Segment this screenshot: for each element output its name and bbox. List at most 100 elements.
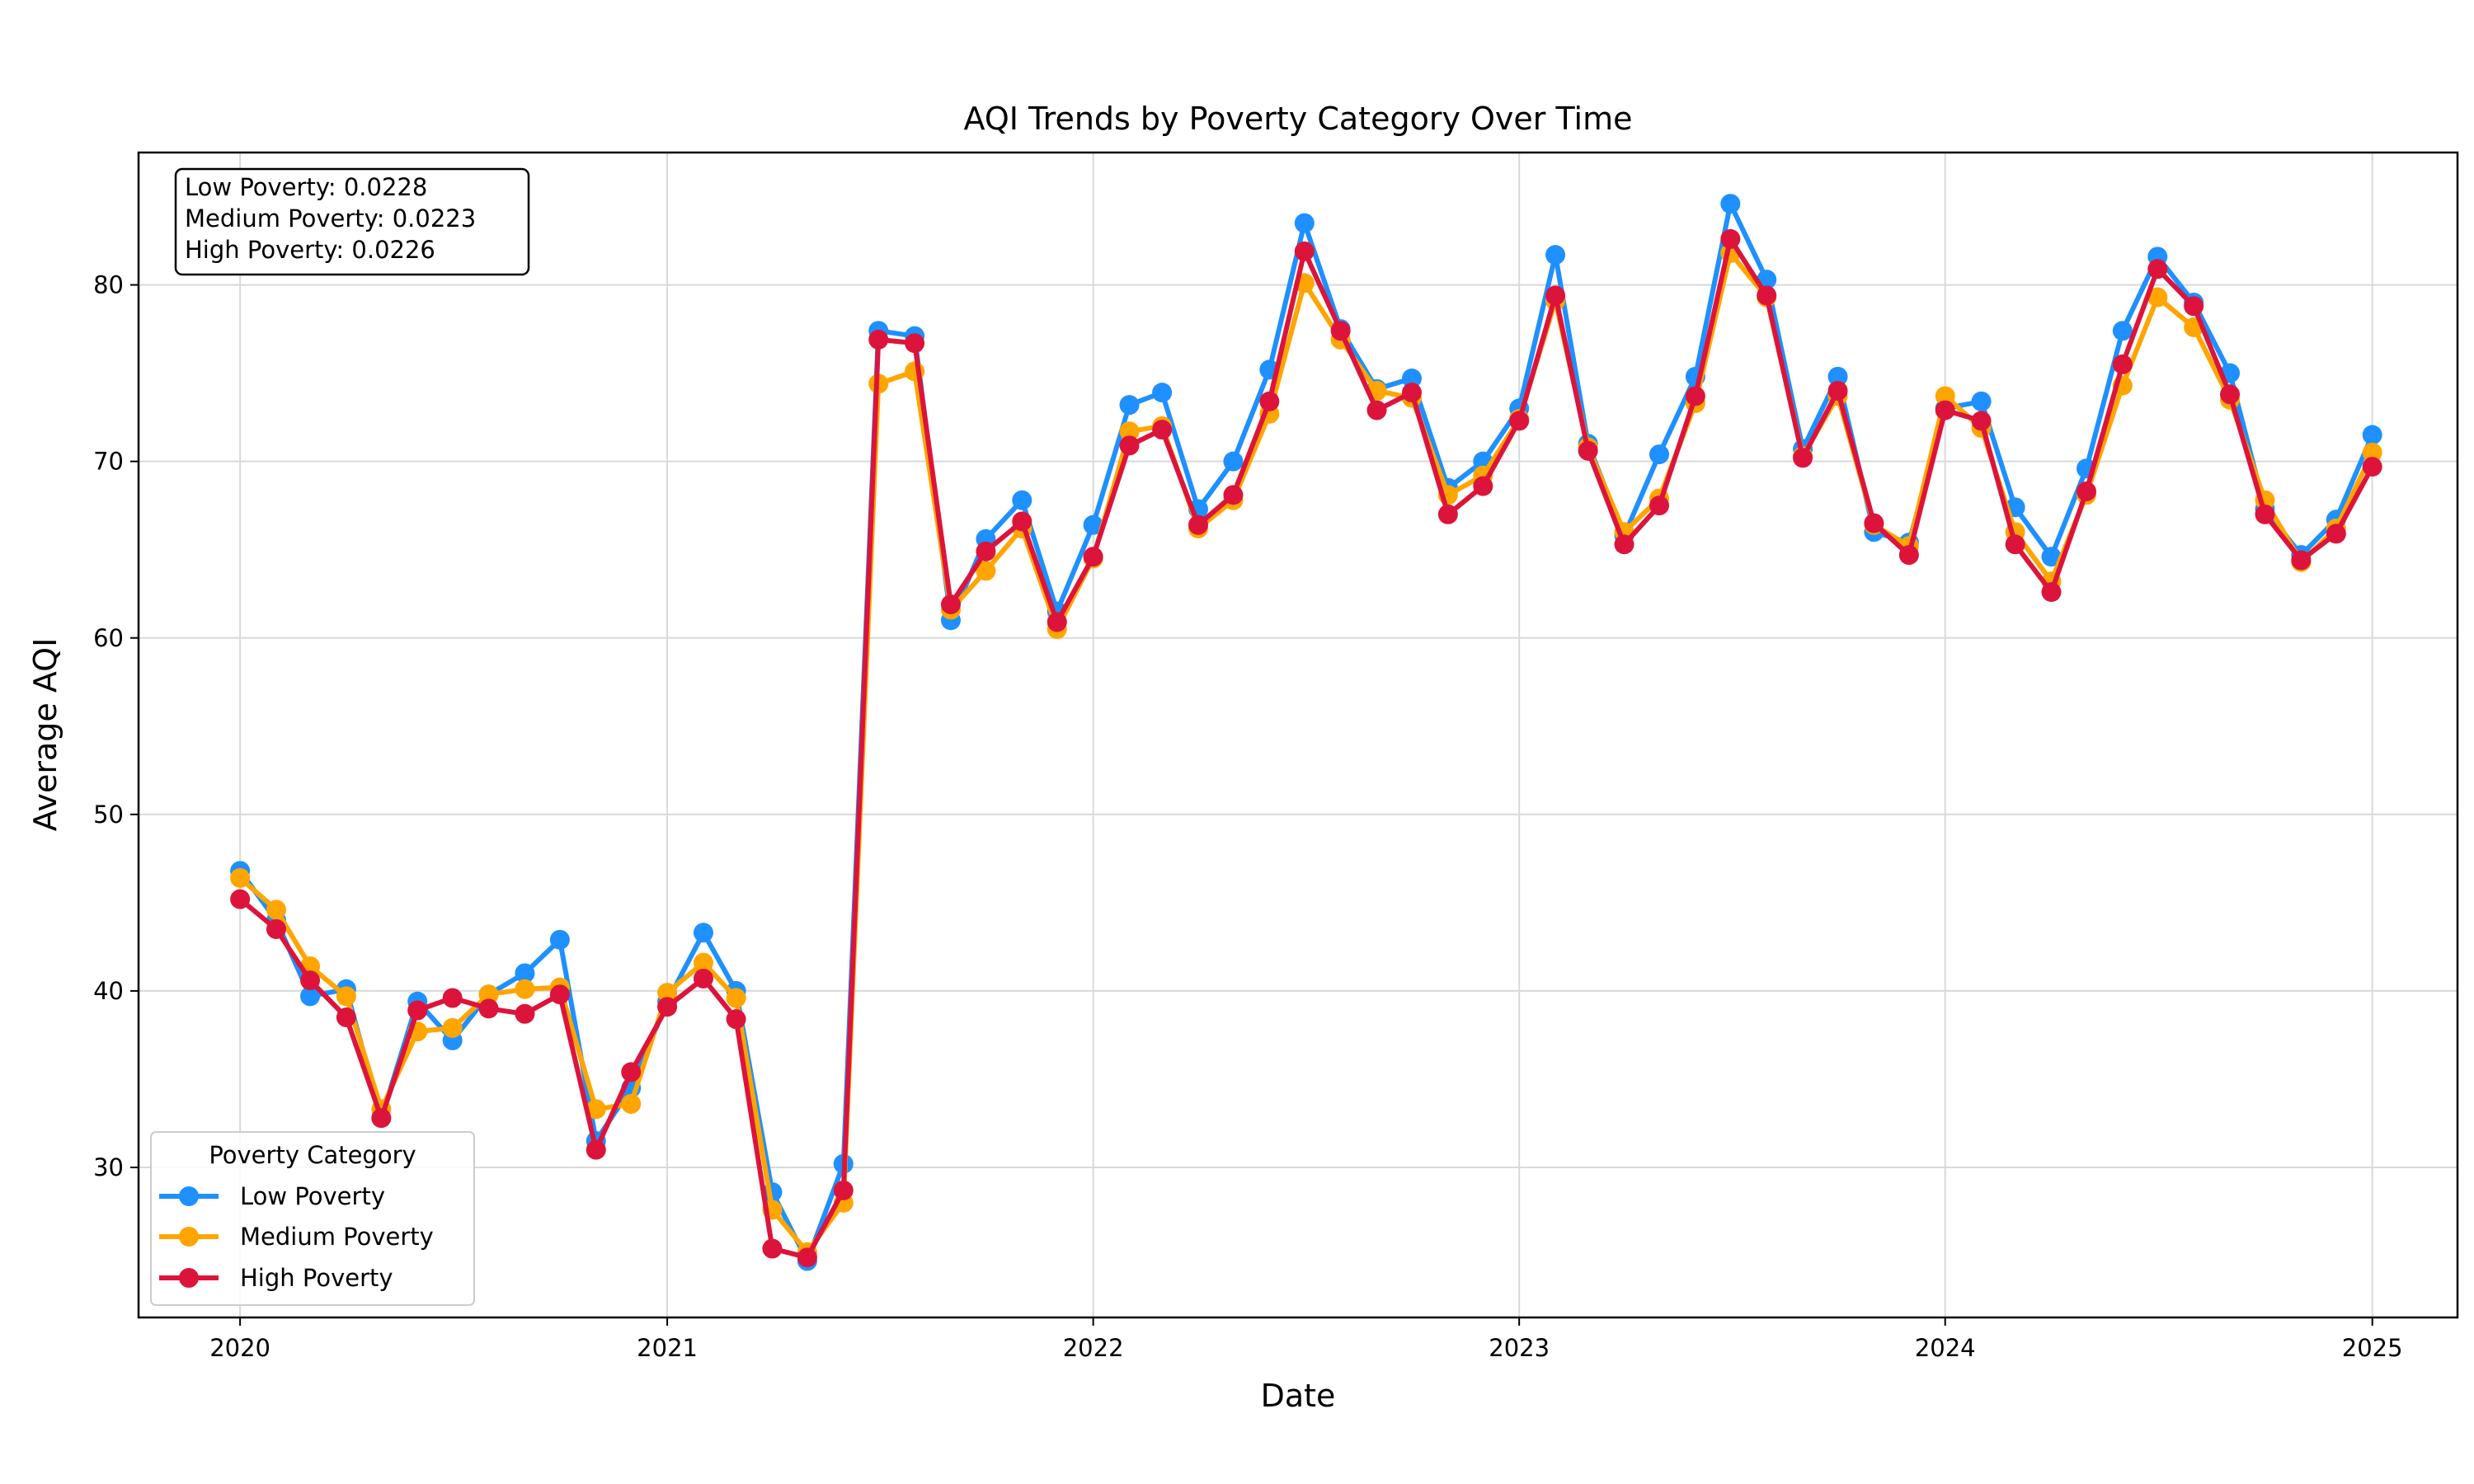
legend: Poverty Category Low Poverty Medium Pove… [150,1131,475,1306]
data-point-medium-poverty [726,988,746,1008]
data-point-high-poverty [1047,612,1067,632]
y-tick-label: 50 [93,801,124,829]
data-point-high-poverty [1188,514,1209,535]
data-point-high-poverty [940,594,961,615]
data-point-low-poverty [515,963,535,984]
data-point-high-poverty [1473,476,1493,496]
data-point-high-poverty [2147,259,2168,279]
data-point-high-poverty [336,1007,356,1028]
data-point-high-poverty [2326,524,2346,544]
data-point-medium-poverty [2362,442,2382,463]
data-point-high-poverty [1259,391,1280,411]
data-point-high-poverty [833,1180,854,1200]
data-point-high-poverty [2255,504,2275,524]
data-point-high-poverty [726,1009,746,1030]
data-point-high-poverty [2112,354,2133,374]
data-point-high-poverty [1827,381,1848,402]
data-point-high-poverty [1294,241,1315,261]
x-tick-label: 2024 [1915,1334,1976,1362]
data-point-low-poverty [693,923,713,943]
data-point-high-poverty [1223,485,1244,505]
legend-item-high: High Poverty [159,1264,393,1292]
data-point-low-poverty [1223,451,1244,472]
data-point-medium-poverty [230,867,251,888]
data-point-high-poverty [762,1238,783,1259]
data-point-high-poverty [515,1003,535,1024]
data-point-high-poverty [1614,534,1634,555]
data-point-medium-poverty [621,1093,642,1114]
data-point-high-poverty [905,333,925,354]
data-point-high-poverty [478,998,499,1019]
data-point-high-poverty [2220,384,2241,405]
x-tick-label: 2025 [2342,1334,2403,1362]
data-point-low-poverty [300,986,321,1007]
data-point-low-poverty [1401,369,1422,389]
data-point-medium-poverty [586,1099,606,1120]
y-axis-label: Average AQI [27,638,63,832]
stats-line-high: High Poverty: 0.0226 [185,236,435,264]
data-point-high-poverty [2362,457,2382,477]
data-point-high-poverty [2291,550,2312,571]
data-point-high-poverty [657,997,678,1017]
legend-marker-medium [179,1227,199,1247]
data-point-medium-poverty [478,984,499,1005]
legend-marker-low [179,1186,199,1206]
y-tick-label: 60 [93,624,124,652]
data-point-high-poverty [230,889,251,909]
data-point-high-poverty [1152,420,1173,440]
data-point-high-poverty [2076,481,2096,502]
stats-line-medium: Medium Poverty: 0.0223 [185,204,476,232]
data-point-low-poverty [549,929,570,950]
data-point-high-poverty [1012,511,1032,532]
data-point-high-poverty [1330,321,1351,341]
data-point-high-poverty [1119,435,1140,456]
series-layer [230,194,2382,1271]
data-point-high-poverty [1793,448,1813,468]
legend-item-medium: Medium Poverty [159,1223,434,1251]
series-high-poverty [230,228,2382,1268]
y-tick-label: 80 [93,271,124,299]
data-point-low-poverty [1971,391,1992,411]
data-point-low-poverty [2041,547,2062,567]
axis-ticks: 2020 2021 2022 2023 2024 2025 30 40 50 60 70 80 [93,271,2403,1362]
legend-label-medium: Medium Poverty [240,1223,434,1251]
legend-marker-high [179,1268,199,1288]
x-tick-label: 2023 [1489,1334,1550,1362]
x-tick-label: 2020 [209,1334,270,1362]
data-point-low-poverty [1083,514,1103,535]
y-tick-label: 70 [93,448,124,476]
stats-line-low: Low Poverty: 0.0228 [185,173,427,201]
legend-item-low: Low Poverty [159,1182,385,1210]
data-point-high-poverty [868,329,889,350]
data-point-low-poverty [1152,383,1173,403]
data-point-low-poverty [1012,490,1032,510]
data-point-low-poverty [1827,366,1848,387]
stats-box-frame [174,167,530,276]
data-point-high-poverty [442,988,463,1008]
data-point-medium-poverty [2147,287,2168,308]
legend-label-low: Low Poverty [240,1182,385,1210]
data-point-high-poverty [1578,440,1598,461]
data-point-high-poverty [621,1062,642,1082]
data-point-medium-poverty [1119,421,1140,442]
legend-label-high: High Poverty [240,1264,393,1292]
data-point-low-poverty [1649,444,1670,465]
data-point-medium-poverty [657,983,678,1003]
data-point-high-poverty [2005,534,2025,555]
legend-title: Poverty Category [209,1141,416,1169]
data-point-high-poverty [1971,411,1992,431]
data-point-high-poverty [2041,582,2062,603]
legend-frame [150,1131,475,1306]
data-point-high-poverty [549,984,570,1005]
data-point-high-poverty [1083,547,1103,567]
data-point-high-poverty [371,1108,392,1129]
data-point-high-poverty [1757,285,1777,306]
data-point-low-poverty [1545,245,1566,265]
x-tick-label: 2021 [637,1334,698,1362]
data-point-high-poverty [1545,285,1566,306]
chart-title: AQI Trends by Poverty Category Over Time [964,101,1633,137]
data-point-medium-poverty [1935,386,1955,406]
data-point-high-poverty [586,1139,606,1160]
data-point-high-poverty [1720,228,1741,249]
data-point-high-poverty [266,919,286,939]
